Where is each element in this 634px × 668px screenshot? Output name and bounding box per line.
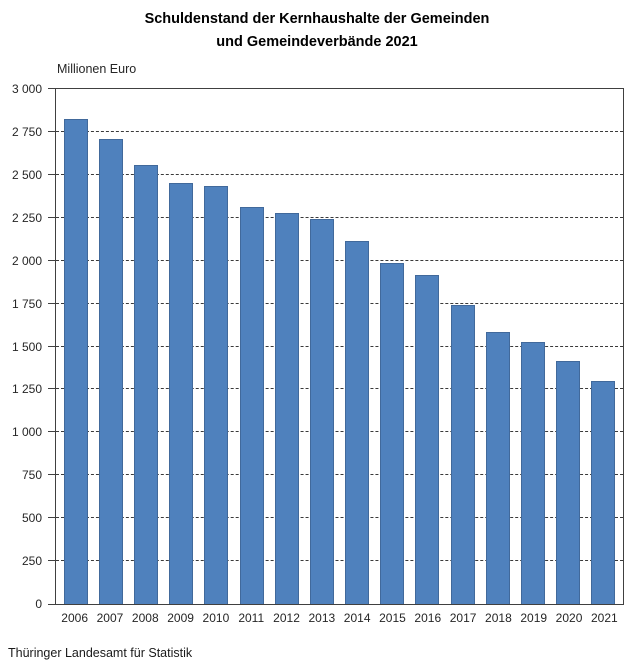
gridline-1750 [56, 302, 623, 304]
bar-slot-2019 [515, 89, 550, 604]
gridline-500 [56, 517, 623, 519]
y-tick-mark-0 [48, 604, 56, 605]
x-tick-label-2011: 2011 [238, 611, 265, 625]
x-tick-label-2013: 2013 [308, 611, 336, 625]
bars-layer [56, 89, 623, 604]
x-tick-label-2007: 2007 [96, 611, 124, 625]
x-tick-label-2008: 2008 [131, 611, 159, 625]
gridline-750 [56, 474, 623, 476]
y-tick-mark-1000 [48, 431, 56, 433]
y-tick-label-500: 500 [21, 511, 42, 526]
bar-slot-2009 [164, 89, 199, 604]
x-tick-label-2021: 2021 [590, 611, 618, 625]
bar-2011 [239, 206, 264, 604]
bar-slot-2013 [304, 89, 339, 604]
y-tick-label-0: 0 [35, 597, 42, 611]
y-tick-label-250: 250 [21, 554, 42, 569]
bar-slot-2021 [586, 89, 621, 604]
x-tick-label-2019: 2019 [520, 611, 548, 625]
x-tick-label-2015: 2015 [379, 611, 406, 625]
bar-2012 [274, 213, 299, 604]
y-tick-mark-250 [48, 560, 56, 562]
bar-2008 [133, 165, 158, 604]
bar-2009 [169, 183, 194, 604]
bar-2007 [98, 138, 123, 604]
y-tick-label-1750: 1 750 [11, 296, 42, 311]
x-tick-label-2018: 2018 [485, 611, 512, 625]
gridline-2500 [56, 173, 623, 175]
bar-slot-2020 [551, 89, 586, 604]
chart-title: Schuldenstand der Kernhaushalte der Geme… [0, 8, 634, 54]
bar-slot-2018 [480, 89, 515, 604]
bar-slot-2015 [375, 89, 410, 604]
y-tick-mark-500 [48, 517, 56, 519]
y-tick-mark-3000 [48, 88, 56, 89]
y-tick-mark-1250 [48, 388, 56, 390]
y-tick-mark-750 [48, 474, 56, 476]
y-tick-label-1500: 1 500 [11, 339, 42, 354]
bar-2021 [591, 380, 616, 604]
bar-slot-2017 [445, 89, 480, 604]
gridline-2000 [56, 259, 623, 261]
bar-slot-2016 [410, 89, 445, 604]
bar-slot-2012 [269, 89, 304, 604]
gridline-1250 [56, 388, 623, 390]
y-tick-label-750: 750 [21, 468, 42, 483]
x-tick-label-2009: 2009 [167, 611, 194, 625]
y-tick-mark-2000 [48, 259, 56, 261]
y-tick-label-2000: 2 000 [11, 253, 42, 268]
bar-2010 [204, 186, 229, 604]
x-tick-label-2014: 2014 [343, 611, 371, 625]
y-tick-label-2750: 2 750 [11, 124, 42, 139]
y-tick-label-3000: 3 000 [11, 82, 42, 96]
bar-2014 [345, 240, 370, 604]
y-tick-mark-2750 [48, 130, 56, 132]
bar-2017 [450, 305, 475, 604]
y-tick-mark-2250 [48, 216, 56, 218]
bar-slot-2007 [93, 89, 128, 604]
y-tick-mark-1750 [48, 302, 56, 304]
bar-2015 [380, 263, 405, 604]
gridline-1000 [56, 431, 623, 433]
bar-2020 [556, 361, 581, 604]
x-tick-label-2012: 2012 [273, 611, 300, 625]
x-tick-label-2006: 2006 [61, 611, 88, 625]
bar-2019 [521, 342, 546, 604]
y-tick-label-1250: 1 250 [11, 382, 42, 397]
bar-2013 [309, 219, 334, 604]
x-tick-label-2010: 2010 [202, 611, 230, 625]
y-axis-unit-label: Millionen Euro [57, 62, 137, 76]
bar-2018 [485, 331, 510, 604]
x-tick-label-2016: 2016 [414, 611, 442, 625]
x-tick-label-2020: 2020 [555, 611, 583, 625]
gridline-2750 [56, 130, 623, 132]
bar-slot-2008 [128, 89, 163, 604]
y-tick-mark-1500 [48, 345, 56, 347]
bar-2016 [415, 275, 440, 604]
bar-slot-2011 [234, 89, 269, 604]
source-attribution: Thüringer Landesamt für Statistik [8, 646, 193, 660]
x-tick-label-2017: 2017 [449, 611, 477, 625]
bar-2006 [63, 119, 88, 604]
chart-title-line2: und Gemeindeverbände 2021 [216, 34, 418, 50]
y-tick-label-2500: 2 500 [11, 167, 42, 182]
gridline-1500 [56, 345, 623, 347]
y-tick-label-1000: 1 000 [11, 425, 42, 440]
gridline-250 [56, 560, 623, 562]
bar-slot-2014 [340, 89, 375, 604]
y-tick-mark-2500 [48, 173, 56, 175]
chart-title-line1: Schuldenstand der Kernhaushalte der Geme… [144, 11, 490, 27]
bar-slot-2006 [58, 89, 93, 604]
bar-slot-2010 [199, 89, 234, 604]
x-axis-labels: 2006 2007 2008 2009 2010 2011 2012 2013 2014 2015… [55, 611, 624, 625]
plot-area: 0 250 500 750 1 000 1 250 1 500 1 750 2 000 2 250… [12, 82, 624, 611]
y-tick-label-2250: 2 250 [11, 210, 42, 225]
gridline-2250 [56, 216, 623, 218]
